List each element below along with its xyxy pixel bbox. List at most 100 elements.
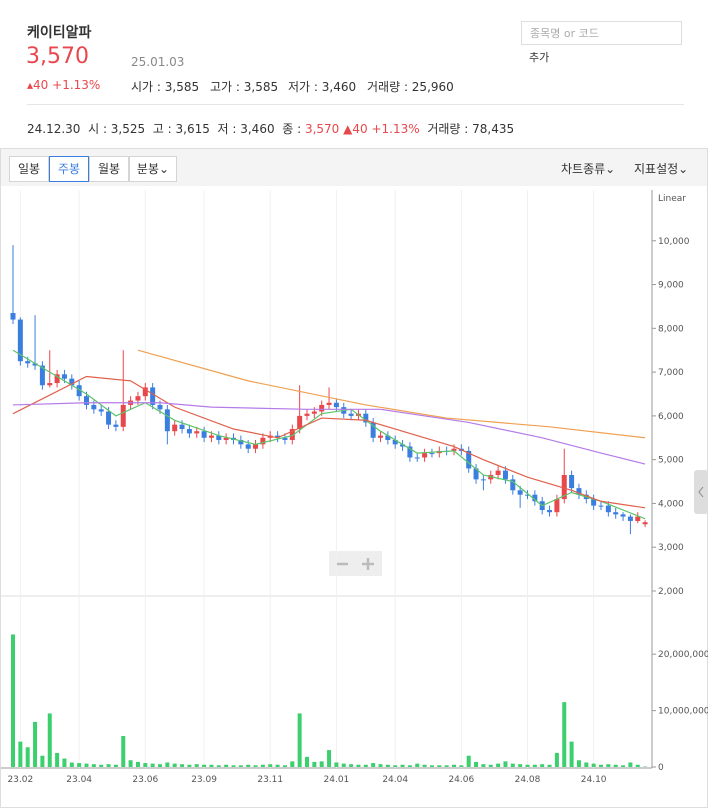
volume-bar <box>128 760 133 767</box>
stat-text: 3,585 <box>164 80 200 94</box>
volume-bar <box>121 735 126 767</box>
volume-bar <box>312 761 317 767</box>
volume-bar <box>268 764 273 767</box>
candle-body <box>61 374 67 379</box>
candle-body <box>451 448 457 451</box>
add-button[interactable]: 추가 <box>529 51 550 64</box>
tab-active[interactable]: 주봉 <box>49 156 89 182</box>
candle-body <box>532 494 538 502</box>
change-pct: +1.13% <box>52 78 101 92</box>
volume-bar <box>562 702 567 767</box>
candle-body <box>98 409 104 412</box>
volume-tick-label: 10,000,000 <box>658 707 708 717</box>
value: 3,460 <box>240 122 275 136</box>
candle-body <box>216 435 222 440</box>
volume-bar <box>429 765 434 767</box>
side-tab[interactable] <box>694 470 708 514</box>
volume-bar <box>547 764 552 767</box>
candle-body <box>113 424 119 427</box>
y-tick-label: 2,000 <box>658 587 684 597</box>
candle-body <box>576 488 582 495</box>
volume-bar <box>180 764 185 767</box>
volume-bar <box>18 741 23 767</box>
y-tick-label: 4,000 <box>658 499 684 509</box>
y-tick-label: 8,000 <box>658 324 684 334</box>
volume-bar <box>143 763 148 767</box>
x-tick-label: 23.06 <box>132 775 158 785</box>
candle-body <box>627 516 633 521</box>
candle-body <box>613 512 619 515</box>
x-tick-label: 23.04 <box>66 775 92 785</box>
x-tick-label: 23.11 <box>257 775 283 785</box>
volume-bar <box>554 752 559 767</box>
volume-tick-label: 0 <box>658 763 664 773</box>
candle-body <box>120 404 126 427</box>
candle-body <box>208 435 214 438</box>
candle-body <box>260 437 266 445</box>
candle-body <box>422 453 428 458</box>
volume-bar <box>635 764 640 767</box>
tab[interactable]: 분봉⌄ <box>129 156 177 182</box>
candle-body <box>407 446 413 458</box>
volume-bar <box>591 763 596 767</box>
value: 40 <box>352 122 368 136</box>
volume-bar <box>91 764 96 767</box>
x-tick-label: 24.06 <box>448 775 474 785</box>
candle-body <box>179 424 185 430</box>
volume-bar <box>55 752 60 767</box>
change: ▴40 +1.13% <box>27 78 101 92</box>
date: 25.01.03 <box>131 55 185 69</box>
volume-bar <box>488 764 493 767</box>
candle-body <box>282 437 288 440</box>
candle-body <box>502 470 508 480</box>
volume-bar <box>606 764 611 767</box>
divider <box>27 104 684 105</box>
volume-bar <box>628 762 633 767</box>
chart-type-menu[interactable]: 차트종류⌄ <box>561 162 616 176</box>
moving-average <box>12 402 646 465</box>
tab[interactable]: 월봉 <box>89 156 129 182</box>
search-box[interactable]: 종목명 or 코드 <box>521 21 682 45</box>
volume-bar <box>415 763 420 767</box>
indicator-menu[interactable]: 지표설정⌄ <box>634 162 689 176</box>
y-tick-label: 6,000 <box>658 412 684 422</box>
zoom-icons <box>336 558 374 570</box>
change: ▲40 +1.13% <box>343 122 420 136</box>
candle-body <box>76 385 82 397</box>
x-tick-label: 24.10 <box>581 775 607 785</box>
candle-body <box>569 474 575 489</box>
candle-body <box>194 431 200 434</box>
candle-body <box>223 437 229 440</box>
candle-body <box>591 499 597 506</box>
label: 거래량 <box>427 122 461 136</box>
volume-bar <box>282 765 287 767</box>
x-tick-label: 24.08 <box>515 775 541 785</box>
candle-body <box>525 494 530 496</box>
volume-bar <box>253 765 258 767</box>
candle-body <box>510 479 516 491</box>
candle-body <box>547 510 553 513</box>
stat-text: 3,460 <box>321 80 357 94</box>
tab-label: 분봉 <box>136 162 160 176</box>
volume-bar <box>202 764 207 767</box>
volume-bar <box>99 764 104 767</box>
value: 78,435 <box>472 122 515 136</box>
label: 시 <box>88 122 100 136</box>
volume-bar <box>25 747 30 767</box>
candle-body <box>32 363 38 366</box>
candle-body <box>253 444 259 449</box>
moving-average <box>12 375 646 509</box>
volume-bar <box>187 764 192 767</box>
volume-tick-label: 20,000,000 <box>658 650 708 660</box>
tab[interactable]: 일봉 <box>9 156 49 182</box>
candle-body <box>620 514 626 517</box>
volume-bar <box>290 761 295 767</box>
volume-bar <box>452 764 456 767</box>
candle-body <box>25 361 31 364</box>
volume-bar <box>319 761 324 767</box>
volume-bar <box>172 763 177 767</box>
candle-body <box>400 444 406 447</box>
candle-body <box>297 415 303 430</box>
volume-bar <box>62 758 67 767</box>
